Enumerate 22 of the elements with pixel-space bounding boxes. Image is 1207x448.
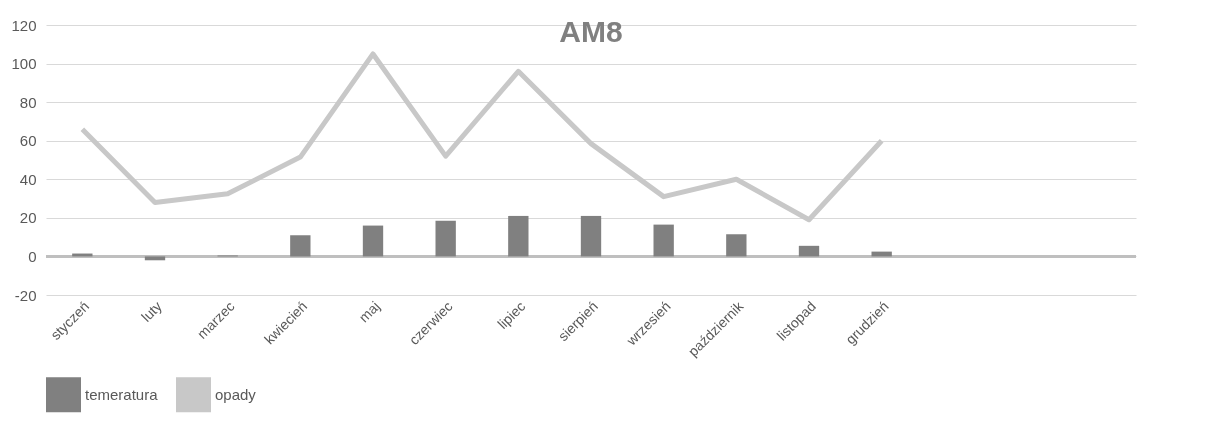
x-tick-label: maj <box>355 298 383 326</box>
bar <box>798 245 820 257</box>
bar <box>144 256 166 261</box>
bar <box>726 234 747 257</box>
x-tick-label: luty <box>138 298 165 325</box>
y-tick-label: 20 <box>19 209 37 227</box>
bar <box>580 215 602 257</box>
bar <box>653 224 674 257</box>
bar <box>362 225 384 257</box>
legend-label: temeratura <box>85 385 159 403</box>
y-tick-label: 100 <box>11 55 37 73</box>
y-tick-label: 120 <box>11 16 37 34</box>
y-tick-label: 80 <box>19 93 37 111</box>
legend-label: opady <box>215 385 257 403</box>
y-tick-label: 40 <box>19 170 37 188</box>
bar <box>290 235 311 257</box>
bar <box>508 215 529 257</box>
chart-title: AM8 <box>559 15 623 48</box>
bar <box>435 220 456 257</box>
y-tick-label: 0 <box>28 247 37 265</box>
y-tick-label: -20 <box>14 286 37 304</box>
y-tick-label: 60 <box>19 132 37 150</box>
